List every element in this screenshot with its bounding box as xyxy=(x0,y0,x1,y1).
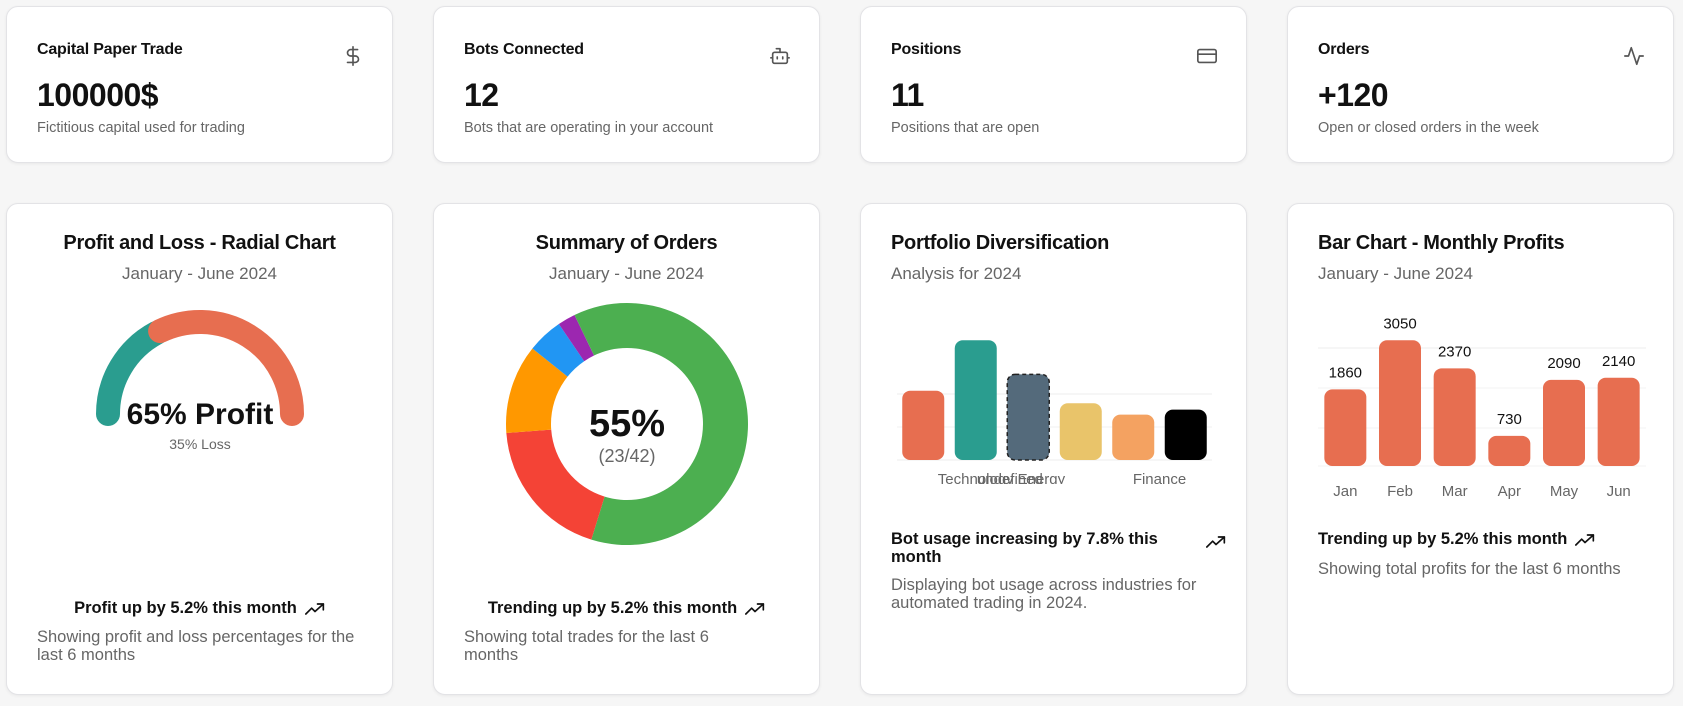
stat-value: +120 xyxy=(1318,77,1389,113)
stat-card-bots: Bots Connected 12 Bots that are operatin… xyxy=(433,6,820,163)
radial-center-label: 65% Profit xyxy=(127,398,274,431)
portfolio-bar[interactable] xyxy=(1006,373,1050,461)
card-title: Portfolio Diversification xyxy=(891,232,1110,254)
stat-title: Capital Paper Trade xyxy=(37,41,183,58)
radial-chart: 65% Profit 35% Loss xyxy=(96,310,304,452)
trending-up-icon xyxy=(1206,536,1226,548)
stat-description: Open or closed orders in the week xyxy=(1318,120,1539,136)
card-title: Profit and Loss - Radial Chart xyxy=(63,232,336,254)
card-subtitle: Analysis for 2024 xyxy=(891,264,1022,283)
x-tick-label: Jan xyxy=(1333,483,1357,500)
card-footer-trend: Trending up by 5.2% this month xyxy=(1318,530,1595,549)
card-title: Summary of Orders xyxy=(535,232,718,254)
donut-slice[interactable] xyxy=(506,429,605,540)
bar-value-label: 2090 xyxy=(1547,355,1580,372)
monthly-bar[interactable] xyxy=(1488,435,1531,466)
dollar-icon xyxy=(342,45,364,67)
stat-value: 12 xyxy=(464,77,499,113)
x-tick-label: Feb xyxy=(1387,483,1413,500)
donut-slice[interactable] xyxy=(506,348,568,434)
orders-summary-card: Summary of Orders January - June 2024 55… xyxy=(433,203,820,695)
stat-card-capital: Capital Paper Trade 100000$ Fictitious c… xyxy=(6,6,393,163)
x-tick-label: Jun xyxy=(1607,483,1631,500)
portfolio-bar[interactable] xyxy=(1112,414,1155,460)
portfolio-card: Portfolio Diversification Analysis for 2… xyxy=(860,203,1247,695)
stat-description: Positions that are open xyxy=(891,120,1040,136)
x-tick-label: May xyxy=(1550,483,1579,500)
monthly-profits-card: Bar Chart - Monthly Profits January - Ju… xyxy=(1287,203,1674,695)
radial-sub-label: 35% Loss xyxy=(169,436,230,452)
monthly-bar-chart: 1860 Jan 3050 Feb 2370 Mar 730 Apr 2090 May 2140 Ju… xyxy=(1318,315,1646,500)
bot-icon xyxy=(769,45,791,67)
monthly-bar[interactable] xyxy=(1543,379,1585,466)
credit-card-icon xyxy=(1196,45,1218,67)
donut-slice[interactable] xyxy=(558,314,595,362)
card-subtitle: January - June 2024 xyxy=(122,264,277,283)
portfolio-bar[interactable] xyxy=(1164,409,1207,460)
bar-value-label: 2370 xyxy=(1438,343,1471,360)
monthly-bar[interactable] xyxy=(1597,377,1640,466)
stat-title: Bots Connected xyxy=(464,41,584,58)
x-tick-label: Mar xyxy=(1442,483,1468,500)
stat-value: 100000$ xyxy=(37,77,159,113)
radial-loss-arc xyxy=(96,320,169,426)
stat-description: Bots that are operating in your account xyxy=(464,120,714,136)
monthly-bar[interactable] xyxy=(1379,340,1421,466)
bar-value-label: 2140 xyxy=(1602,353,1635,370)
stat-card-positions: Positions 11 Positions that are open xyxy=(860,6,1247,163)
donut-slice[interactable] xyxy=(591,303,748,545)
card-footer-description: Showing total profits for the last 6 mon… xyxy=(1318,560,1621,578)
x-tick-label: Finance xyxy=(1133,471,1186,484)
card-title: Bar Chart - Monthly Profits xyxy=(1318,232,1565,254)
donut-center-value: 55% xyxy=(589,403,665,445)
portfolio-bar[interactable] xyxy=(1059,403,1102,460)
stat-title: Positions xyxy=(891,41,962,58)
monthly-bar[interactable] xyxy=(1433,368,1476,466)
donut-chart: 55% (23/42) xyxy=(506,303,748,545)
x-tick-label: undefined xyxy=(977,471,1043,484)
trending-up-icon xyxy=(745,602,765,615)
trending-up-icon xyxy=(1575,533,1595,546)
stat-title: Orders xyxy=(1318,41,1370,58)
donut-center-sub: (23/42) xyxy=(598,446,655,466)
trend-text: Trending up by 5.2% this month xyxy=(487,599,738,617)
x-tick-label: Energy xyxy=(1018,471,1066,484)
donut-slice[interactable] xyxy=(532,324,585,377)
portfolio-bar[interactable] xyxy=(954,340,997,460)
trend-text: Trending up by 5.2% this month xyxy=(1318,530,1568,548)
card-subtitle: January - June 2024 xyxy=(1318,264,1473,283)
card-footer-trend: Profit up by 5.2% this month xyxy=(7,599,392,618)
radial-chart-card: Profit and Loss - Radial Chart January -… xyxy=(6,203,393,695)
card-footer-trend: Trending up by 5.2% this month xyxy=(434,599,819,618)
trending-up-icon xyxy=(304,602,325,615)
x-tick-label: Apr xyxy=(1498,483,1521,500)
activity-icon xyxy=(1623,45,1645,67)
x-tick-label: Technology xyxy=(938,471,1014,484)
stat-description: Fictitious capital used for trading xyxy=(37,120,245,136)
trend-text: Profit up by 5.2% this month xyxy=(74,599,297,617)
card-footer-trend: Bot usage increasing by 7.8% this month xyxy=(891,530,1158,566)
monthly-bar[interactable] xyxy=(1324,389,1367,466)
portfolio-bar[interactable] xyxy=(902,390,945,460)
card-subtitle: January - June 2024 xyxy=(549,264,704,283)
bar-value-label: 1860 xyxy=(1329,364,1362,381)
card-footer-description: Displaying bot usage across industries f… xyxy=(891,576,1197,612)
donut-slice[interactable] xyxy=(574,303,627,356)
card-footer-description: Showing profit and loss percentages for … xyxy=(37,628,355,664)
stat-value: 11 xyxy=(891,77,924,113)
card-footer-description: Showing total trades for the last 6 mont… xyxy=(464,628,709,664)
bar-value-label: 730 xyxy=(1497,411,1522,428)
bar-value-label: 3050 xyxy=(1383,315,1416,332)
stat-card-orders: Orders +120 Open or closed orders in the… xyxy=(1287,6,1674,163)
radial-profit-arc xyxy=(148,310,304,426)
